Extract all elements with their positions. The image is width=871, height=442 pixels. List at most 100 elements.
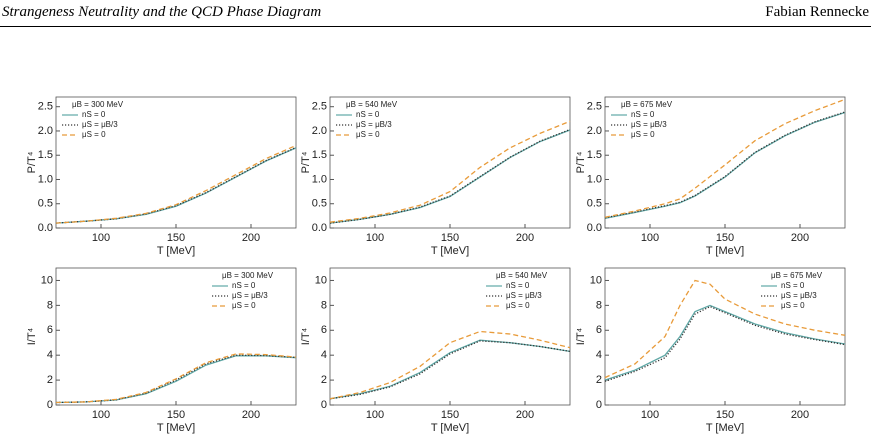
series-line [604, 304, 846, 381]
y-tick-label: 1.0 [312, 173, 327, 185]
legend-title: μB = 540 MeV [496, 271, 548, 280]
series-line [329, 339, 571, 400]
y-tick-label: 8 [47, 299, 53, 311]
y-tick-label: 0.5 [38, 198, 53, 210]
x-axis-label: T [MeV] [431, 422, 469, 434]
series-line [604, 111, 846, 219]
series-line [55, 146, 297, 224]
y-tick-label: 1.5 [38, 149, 53, 161]
legend-label: μS = 0 [631, 130, 655, 139]
chart: 0 2 4 6 8 10 100 150 200 T [MeV] I/T⁴ μB = 675 MeVn… [575, 267, 846, 434]
chart: 0.0 0.5 1.0 1.5 2.0 2.5 100 150 200 T [MeV] P/T⁴ μB… [575, 96, 846, 257]
y-tick-label: 2.5 [38, 101, 53, 113]
legend-label: μS = μB/3 [506, 291, 542, 300]
x-tick-label: 100 [641, 409, 659, 421]
x-tick-label: 150 [167, 409, 185, 421]
legend-label: μS = μB/3 [781, 291, 817, 300]
x-axis-label: T [MeV] [706, 245, 744, 257]
x-tick-label: 100 [366, 409, 384, 421]
legend-title: μB = 675 MeV [621, 100, 673, 109]
series-line [604, 305, 846, 382]
y-tick-label: 2.5 [587, 101, 602, 113]
legend-label: μS = 0 [506, 301, 530, 310]
y-tick-label: 2.0 [587, 125, 602, 137]
y-tick-label: 4 [47, 349, 53, 361]
x-tick-label: 150 [167, 232, 185, 244]
chart: 0 2 4 6 8 10 100 150 200 T [MeV] I/T⁴ μB = 300 MeVn… [26, 267, 297, 434]
x-tick-label: 150 [716, 232, 734, 244]
legend-label: μS = 0 [232, 301, 256, 310]
series-line [604, 98, 846, 218]
y-tick-label: 0.0 [38, 222, 53, 234]
legend-label: μS = μB/3 [232, 291, 268, 300]
y-tick-label: 2 [321, 374, 327, 386]
y-tick-label: 2.0 [312, 125, 327, 137]
y-axis-label: P/T⁴ [26, 151, 38, 173]
y-tick-label: 1.5 [312, 149, 327, 161]
y-tick-label: 2 [596, 374, 602, 386]
series-line [604, 279, 846, 379]
series-line [329, 340, 571, 400]
legend-label: nS = 0 [82, 110, 106, 119]
y-tick-label: 0 [321, 399, 327, 411]
legend-title: μB = 540 MeV [346, 100, 398, 109]
x-tick-label: 100 [92, 232, 110, 244]
x-tick-label: 150 [441, 409, 459, 421]
y-tick-label: 10 [315, 274, 327, 286]
y-tick-label: 8 [596, 299, 602, 311]
chart: 0.0 0.5 1.0 1.5 2.0 2.5 100 150 200 T [MeV] P/T⁴ μB… [26, 96, 297, 257]
legend-label: μS = μB/3 [631, 120, 667, 129]
plot-frame [329, 267, 571, 406]
chart: 0.0 0.5 1.0 1.5 2.0 2.5 100 150 200 T [MeV] P/T⁴ μB… [300, 96, 571, 257]
legend-label: nS = 0 [356, 110, 380, 119]
y-axis-label: P/T⁴ [575, 151, 587, 173]
x-tick-label: 200 [242, 232, 260, 244]
x-axis-label: T [MeV] [157, 245, 195, 257]
series-line [55, 353, 297, 404]
series-line [329, 128, 571, 224]
legend-label: nS = 0 [631, 110, 655, 119]
legend-title: μB = 300 MeV [222, 271, 274, 280]
y-tick-label: 1.5 [587, 149, 602, 161]
running-title: Strangeness Neutrality and the QCD Phase… [2, 4, 322, 20]
legend-label: nS = 0 [232, 281, 256, 290]
x-tick-label: 100 [92, 409, 110, 421]
legend-label: μS = μB/3 [82, 120, 118, 129]
legend-title: μB = 675 MeV [771, 271, 823, 280]
series-line [55, 147, 297, 224]
y-tick-label: 2.5 [312, 101, 327, 113]
y-axis-label: I/T⁴ [575, 327, 587, 345]
y-tick-label: 6 [321, 324, 327, 336]
plot-frame [604, 267, 846, 406]
x-tick-label: 100 [641, 232, 659, 244]
legend-label: μS = 0 [781, 301, 805, 310]
y-tick-label: 4 [321, 349, 327, 361]
legend-label: nS = 0 [781, 281, 805, 290]
y-tick-label: 2 [47, 374, 53, 386]
y-tick-label: 0.0 [587, 222, 602, 234]
y-tick-label: 2.0 [38, 125, 53, 137]
y-tick-label: 0.5 [587, 198, 602, 210]
series-line [329, 120, 571, 223]
y-tick-label: 6 [47, 324, 53, 336]
y-axis-label: P/T⁴ [300, 151, 312, 173]
y-tick-label: 0 [596, 399, 602, 411]
series-line [329, 330, 571, 400]
x-tick-label: 200 [516, 232, 534, 244]
x-axis-label: T [MeV] [157, 422, 195, 434]
y-tick-label: 10 [41, 274, 53, 286]
plot-frame [55, 267, 297, 406]
y-tick-label: 0.0 [312, 222, 327, 234]
chart: 0 2 4 6 8 10 100 150 200 T [MeV] I/T⁴ μB = 540 MeVn… [300, 267, 571, 434]
x-axis-label: T [MeV] [706, 422, 744, 434]
y-tick-label: 1.0 [587, 173, 602, 185]
x-tick-label: 200 [516, 409, 534, 421]
y-tick-label: 10 [590, 274, 602, 286]
y-tick-label: 8 [321, 299, 327, 311]
x-tick-label: 200 [791, 409, 809, 421]
running-author: Fabian Rennecke [765, 4, 869, 20]
x-tick-label: 150 [441, 232, 459, 244]
y-tick-label: 6 [596, 324, 602, 336]
y-axis-label: I/T⁴ [26, 327, 38, 345]
